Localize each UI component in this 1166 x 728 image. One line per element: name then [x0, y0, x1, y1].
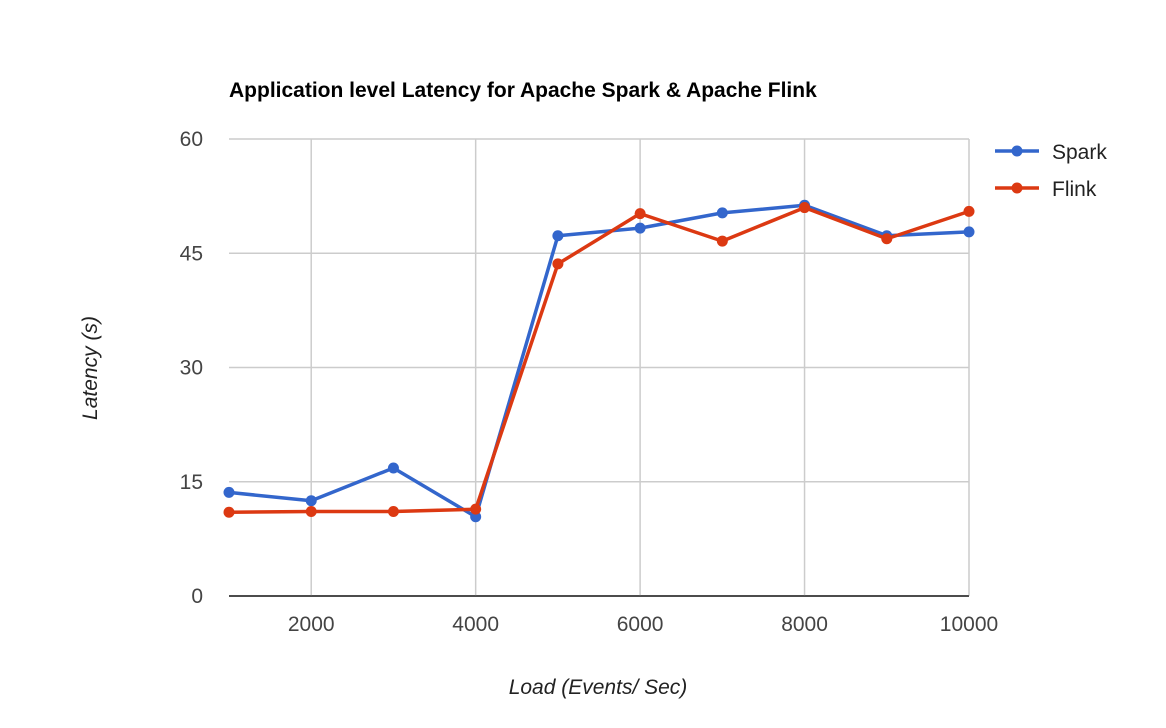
legend: Spark Flink	[995, 141, 1107, 201]
gridlines	[229, 138, 970, 597]
legend-item-flink: Flink	[995, 178, 1097, 201]
x-axis-title: Load (Events/ Sec)	[509, 676, 688, 699]
y-tick-label: 0	[191, 585, 203, 608]
legend-item-spark: Spark	[995, 141, 1107, 164]
data-point-spark	[716, 207, 728, 219]
legend-label: Flink	[1052, 178, 1097, 201]
data-point-spark	[305, 495, 317, 507]
series-lines	[223, 199, 975, 523]
y-tick-label: 15	[180, 471, 203, 494]
legend-marker	[1011, 182, 1023, 194]
x-tick-label: 2000	[288, 613, 335, 636]
data-point-flink	[963, 205, 975, 217]
x-tick-label: 10000	[940, 613, 998, 636]
data-point-flink	[223, 506, 235, 518]
series-spark	[223, 199, 975, 523]
y-axis-title: Latency (s)	[79, 316, 102, 420]
data-point-flink	[552, 258, 564, 270]
data-point-flink	[881, 233, 893, 245]
legend-label: Spark	[1052, 141, 1107, 164]
y-tick-label: 30	[180, 357, 203, 380]
series-flink	[223, 202, 975, 518]
x-tick-label: 4000	[452, 613, 499, 636]
data-point-flink	[634, 208, 646, 220]
data-point-flink	[387, 505, 399, 517]
data-point-flink	[716, 235, 728, 247]
data-point-spark	[552, 230, 564, 242]
y-tick-label: 45	[180, 242, 203, 265]
data-point-spark	[634, 222, 646, 234]
x-tick-label: 8000	[781, 613, 828, 636]
legend-marker	[1011, 145, 1023, 157]
chart-title: Application level Latency for Apache Spa…	[229, 79, 817, 102]
data-point-spark	[470, 511, 482, 523]
data-point-flink	[305, 505, 317, 517]
data-point-spark	[387, 462, 399, 474]
series-line-flink	[228, 205, 970, 514]
y-axis-ticks: 0 15 30 45 60	[180, 128, 203, 608]
data-point-flink	[799, 202, 811, 214]
x-axis-ticks: 2000 4000 6000 8000 10000	[288, 613, 998, 636]
data-point-spark	[223, 486, 235, 498]
data-point-spark	[963, 226, 975, 238]
series-line-spark	[228, 203, 970, 519]
x-tick-label: 6000	[617, 613, 664, 636]
y-tick-label: 60	[180, 128, 203, 151]
data-point-flink	[470, 503, 482, 515]
